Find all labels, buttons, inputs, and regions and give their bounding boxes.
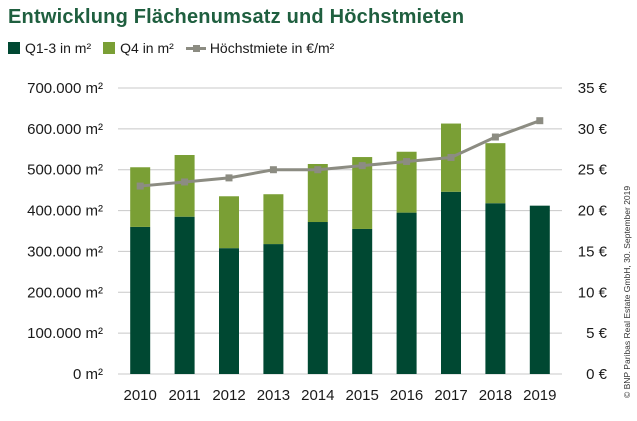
bar-q13: [130, 226, 151, 374]
x-tick-label: 2013: [257, 387, 290, 404]
bar-q4: [130, 167, 151, 227]
bar-q13: [263, 244, 284, 374]
rent-point: [403, 158, 411, 166]
legend-label-q4: Q4 in m²: [120, 40, 174, 56]
legend-swatch-q4: [103, 42, 116, 54]
legend-item-rent: Höchstmiete in €/m²: [185, 40, 335, 56]
rent-point: [491, 133, 499, 141]
rent-point: [358, 162, 366, 170]
rent-line: [140, 119, 541, 188]
y-left-tick-label: 700.000 m²: [27, 80, 103, 97]
rent-point: [136, 182, 144, 190]
bar-q13: [219, 248, 239, 374]
y-left-tick-label: 300.000 m²: [27, 243, 103, 260]
legend-swatch-rent: [185, 42, 206, 54]
y-left-tick-label: 200.000 m²: [27, 284, 103, 301]
y-left-tick-label: 500.000 m²: [27, 162, 103, 179]
legend-item-q4: Q4 in m²: [103, 40, 174, 56]
legend-item-q13: Q1-3 in m²: [8, 40, 91, 56]
rent-point: [225, 174, 233, 182]
x-tick-label: 2016: [390, 387, 423, 404]
rent-point: [314, 166, 322, 174]
y-left-tick-label: 100.000 m²: [27, 325, 103, 342]
copyright-credit: © BNP Paribas Real Estate GmbH, 30. Sept…: [622, 185, 632, 398]
legend-label-q13: Q1-3 in m²: [25, 40, 92, 56]
x-tick-label: 2010: [124, 387, 157, 404]
y-right-tick-label: 15 €: [578, 243, 608, 260]
legend-swatch-q13: [8, 42, 20, 54]
bar-q4: [174, 155, 195, 217]
y-left-tick-label: 0 m²: [73, 366, 103, 383]
y-left-tick-label: 400.000 m²: [27, 203, 103, 220]
x-tick-label: 2018: [479, 387, 512, 404]
bar-q4: [263, 194, 284, 245]
chart-title: Entwicklung Flächenumsatz und Höchstmiet…: [8, 6, 465, 28]
legend-label-rent: Höchstmiete in €/m²: [209, 40, 335, 56]
y-right-tick-label: 30 €: [578, 121, 608, 138]
bar-q4: [396, 151, 417, 213]
x-tick-label: 2011: [168, 387, 200, 404]
rent-point: [181, 178, 189, 186]
rent-point: [536, 117, 544, 125]
bar-q4: [352, 157, 373, 229]
legend: Q1-3 in m² Q4 in m² Höchstmiete in €/m²: [8, 39, 346, 57]
bar-q13: [307, 222, 328, 374]
bar-q13: [174, 216, 195, 374]
y-left-tick-label: 600.000 m²: [27, 121, 103, 138]
bar-q13: [529, 205, 550, 374]
y-right-tick-label: 10 €: [578, 284, 608, 301]
y-right-tick-label: 0 €: [586, 366, 608, 383]
x-tick-label: 2019: [523, 387, 556, 404]
bar-q4: [307, 163, 328, 223]
bar-q4: [485, 143, 506, 204]
bar-q13: [485, 203, 506, 374]
x-tick-label: 2014: [301, 387, 334, 404]
bar-q13: [352, 228, 373, 374]
bar-q4: [219, 196, 239, 249]
y-right-tick-label: 35 €: [578, 80, 608, 97]
bar-q13: [441, 191, 461, 374]
y-right-tick-label: 5 €: [586, 325, 608, 342]
bar-q13: [396, 212, 417, 374]
x-tick-label: 2015: [346, 387, 379, 404]
y-right-tick-label: 20 €: [578, 203, 608, 220]
rent-point: [269, 166, 277, 174]
rent-point: [447, 153, 455, 161]
x-tick-label: 2017: [434, 387, 467, 404]
x-tick-label: 2012: [212, 387, 245, 404]
y-right-tick-label: 25 €: [578, 162, 608, 179]
